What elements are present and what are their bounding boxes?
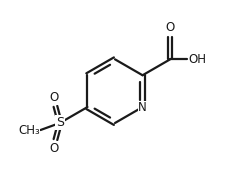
Text: S: S: [56, 116, 64, 130]
Text: O: O: [165, 21, 174, 34]
Text: CH₃: CH₃: [18, 123, 39, 137]
Text: OH: OH: [187, 53, 205, 66]
Text: O: O: [49, 142, 58, 155]
Text: O: O: [49, 91, 58, 104]
Text: N: N: [138, 101, 146, 114]
